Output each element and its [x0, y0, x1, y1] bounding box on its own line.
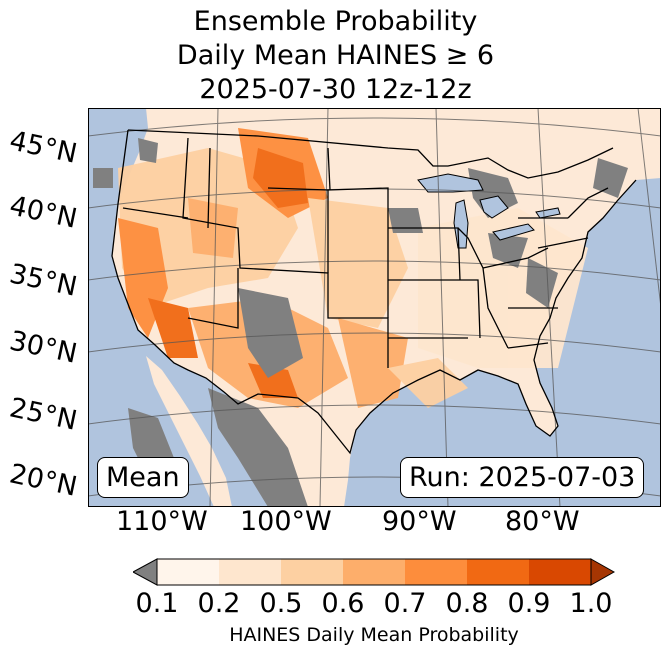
- colorbar-bin-1: [157, 559, 219, 585]
- great-lakes: [417, 173, 561, 249]
- colorbar-bin-7: [529, 559, 591, 585]
- map-title-line-1: Ensemble Probability: [193, 6, 478, 37]
- probability-map: [88, 108, 661, 507]
- borders: [111, 129, 637, 455]
- colorbar-bin-5: [405, 559, 467, 585]
- colorbar-tick-5: 0.8: [445, 588, 489, 619]
- colorbar-bin-6: [467, 559, 529, 585]
- colorbar-bin-3: [281, 559, 343, 585]
- lat-label-20: 20°N: [6, 458, 80, 503]
- colorbar-bin-2: [219, 559, 281, 585]
- lat-label-25: 25°N: [6, 392, 80, 437]
- colorbar-tick-2: 0.5: [259, 588, 303, 619]
- run-date-label: Run: 2025-07-03: [400, 457, 645, 498]
- colorbar-under-arrow: [133, 558, 158, 586]
- lon-label-80: 80°W: [505, 506, 580, 537]
- colorbar: [133, 558, 615, 586]
- lat-label-45: 45°N: [6, 125, 80, 170]
- colorbar-tick-6: 0.9: [507, 588, 551, 619]
- lat-label-30: 30°N: [6, 325, 80, 370]
- colorbar-over-arrow: [590, 558, 615, 586]
- colorbar-title: HAINES Daily Mean Probability: [229, 624, 519, 646]
- map-title-line-3: 2025-07-30 12z-12z: [199, 74, 472, 105]
- lon-label-100: 100°W: [240, 506, 332, 537]
- colorbar-tick-4: 0.7: [383, 588, 427, 619]
- map-title-line-2: Daily Mean HAINES ≥ 6: [176, 40, 495, 71]
- colorbar-bin-4: [343, 559, 405, 585]
- colorbar-tick-1: 0.2: [197, 588, 241, 619]
- statistic-label: Mean: [97, 457, 189, 498]
- colorbar-tick-3: 0.6: [321, 588, 365, 619]
- colorbar-tick-7: 1.0: [569, 588, 613, 619]
- lat-label-40: 40°N: [6, 190, 80, 235]
- missing-data: [93, 138, 628, 507]
- colorbar-tick-0: 0.1: [135, 588, 179, 619]
- lat-label-35: 35°N: [6, 258, 80, 303]
- lon-label-90: 90°W: [382, 506, 457, 537]
- lon-label-110: 110°W: [116, 506, 208, 537]
